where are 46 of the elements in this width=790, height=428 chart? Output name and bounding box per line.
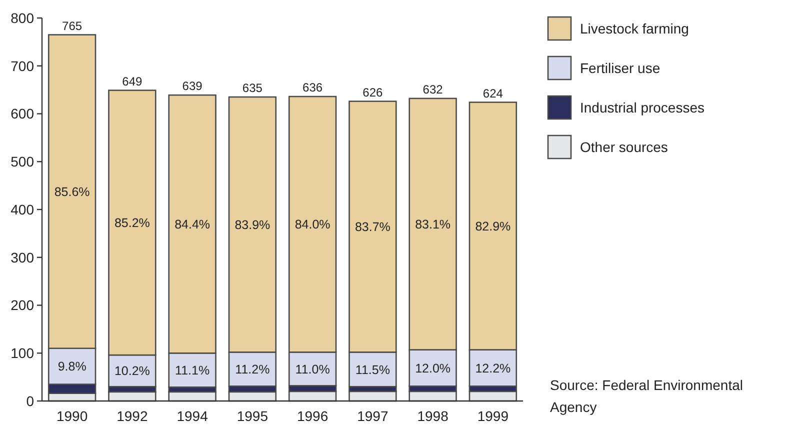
total-label: 649 [122,74,143,88]
source-note: Source: Federal Environmental Agency [550,377,743,415]
annotation: 85.6% [54,184,90,199]
y-tick-label: 100 [10,345,34,362]
annotation: 11.0% [295,362,330,376]
y-tick-label: 200 [10,297,34,314]
total-label: 765 [62,18,82,33]
y-tick-label: 500 [10,154,34,170]
annotation: 11.1% [175,363,210,378]
annotation: 84.0% [294,218,330,232]
y-tick-label: 800 [10,10,34,26]
annotation: 83.1% [415,217,451,232]
legend-label: Industrial processes [580,99,705,116]
annotation: 82.9% [475,219,511,234]
y-tick-label: 0 [26,392,34,409]
x-tick-label: 1995 [236,408,268,424]
annotation: 10.2% [114,364,150,378]
legend-label: Other sources [580,138,668,155]
annotation: 12.2% [475,361,511,376]
total-label: 635 [242,80,263,95]
x-tick-label: 1997 [357,408,388,424]
total-label: 626 [362,85,384,100]
x-tick-label: 1994 [176,408,208,424]
annotation: 84.4% [174,217,210,232]
legend-label: Livestock farming [580,20,689,36]
y-tick-label: 600 [10,106,34,122]
y-tick-label: 700 [10,58,34,74]
x-tick-label: 1999 [477,408,509,424]
total-label: 624 [482,86,504,100]
y-tick-label: 400 [10,201,34,218]
legend-label: Fertiliser use [580,60,660,76]
annotation: 83.7% [354,220,390,234]
annotation: 9.8% [58,360,86,374]
x-tick-label: 1992 [116,408,148,424]
x-tick-label: 1990 [56,408,88,424]
annotation: 11.5% [355,362,390,377]
total-label: 632 [422,82,444,96]
y-tick-label: 300 [10,249,34,266]
annotation: 11.2% [235,362,270,377]
annotation: 85.2% [114,216,150,230]
x-tick-label: 1998 [417,408,449,424]
x-tick-label: 1996 [296,408,328,424]
total-label: 636 [302,80,323,95]
total-label: 639 [182,79,203,94]
annotation: 83.9% [234,218,270,232]
annotation: 12.0% [415,361,451,376]
